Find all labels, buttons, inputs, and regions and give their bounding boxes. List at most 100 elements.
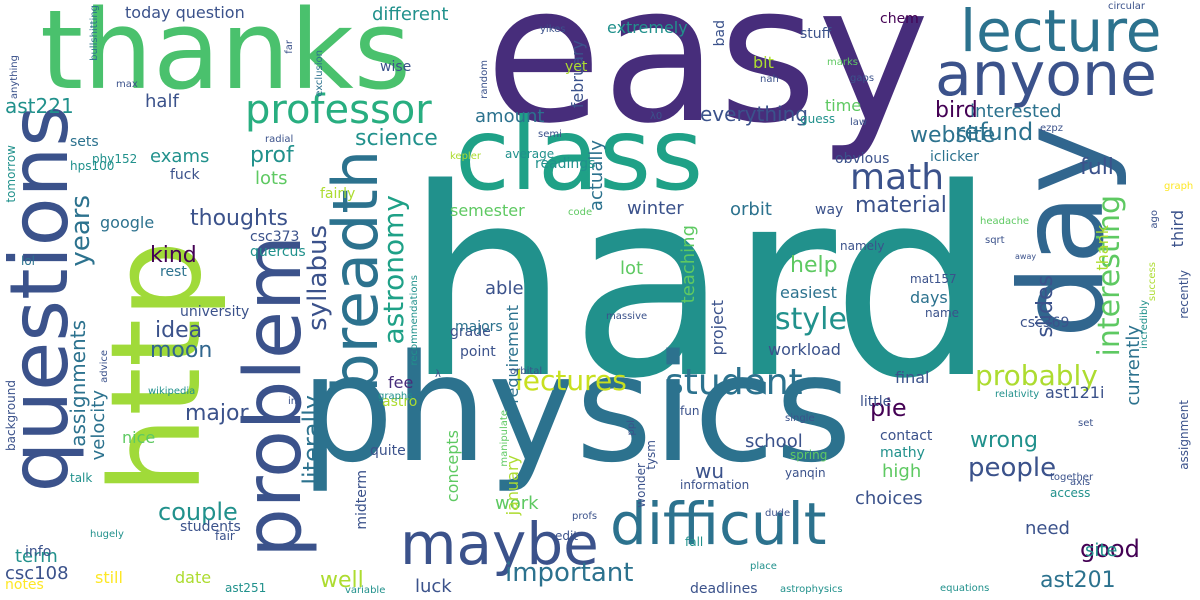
word-60: semester bbox=[450, 201, 525, 220]
word-96: time bbox=[825, 96, 862, 115]
word-48: assignments bbox=[66, 320, 90, 447]
word-75: csc108 bbox=[5, 563, 69, 584]
word-164: graph bbox=[1164, 181, 1194, 192]
word-18: interesting bbox=[1092, 195, 1127, 357]
word-143: access bbox=[1050, 486, 1091, 500]
word-152: talk bbox=[70, 471, 93, 485]
word-57: exams bbox=[150, 146, 210, 167]
word-52: everything bbox=[700, 102, 808, 126]
word-181: recommendations bbox=[409, 275, 420, 366]
word-108: namely bbox=[840, 239, 885, 253]
word-171: profs bbox=[572, 511, 598, 522]
word-135: spring bbox=[790, 448, 828, 462]
word-173: place bbox=[750, 561, 777, 572]
word-41: literally bbox=[298, 395, 326, 485]
word-105: guess bbox=[800, 112, 836, 126]
word-83: wu bbox=[695, 459, 725, 483]
word-141: fall bbox=[685, 535, 704, 549]
word-47: pie bbox=[870, 394, 907, 422]
word-111: average bbox=[505, 147, 555, 161]
word-11: difficult bbox=[610, 490, 827, 558]
word-104: yet bbox=[565, 59, 588, 75]
word-127: tomorrow bbox=[4, 145, 18, 203]
word-79: date bbox=[175, 568, 212, 587]
word-161: marks bbox=[827, 57, 858, 68]
word-147: recently bbox=[1177, 270, 1191, 319]
word-42: well bbox=[320, 568, 364, 593]
word-185: kepler bbox=[450, 151, 481, 162]
word-174: together bbox=[1050, 472, 1094, 483]
word-65: lot bbox=[620, 258, 644, 279]
word-136: yanqin bbox=[785, 466, 826, 480]
word-172: dude bbox=[765, 508, 791, 519]
word-160: gaps bbox=[850, 73, 875, 84]
word-78: luck bbox=[415, 576, 452, 597]
word-88: thank bbox=[1093, 225, 1112, 271]
word-49: ast221 bbox=[5, 94, 74, 118]
word-8: lecture bbox=[960, 0, 1162, 65]
word-106: obvious bbox=[835, 151, 890, 167]
word-107: iclicker bbox=[930, 149, 980, 165]
word-168: ago bbox=[1149, 210, 1160, 229]
word-180: massive bbox=[606, 311, 648, 322]
word-12: maybe bbox=[400, 510, 599, 578]
word-5: class bbox=[455, 96, 704, 213]
word-101: stuff bbox=[800, 26, 832, 42]
word-93: midterm bbox=[354, 470, 370, 530]
word-31: couple bbox=[158, 498, 238, 526]
word-113: quercus bbox=[250, 244, 306, 260]
word-67: days bbox=[910, 288, 948, 307]
word-163: ezpz bbox=[1040, 123, 1063, 134]
word-149: background bbox=[4, 380, 18, 451]
word-194: nah bbox=[760, 74, 779, 85]
word-122: mat157 bbox=[910, 272, 957, 286]
word-100: extremely bbox=[607, 18, 688, 37]
word-46: site bbox=[1085, 540, 1118, 561]
word-17: refund bbox=[955, 118, 1034, 146]
word-21: lectures bbox=[515, 364, 627, 397]
word-70: school bbox=[745, 431, 803, 452]
word-58: lots bbox=[255, 168, 288, 189]
word-1: physics bbox=[300, 323, 853, 495]
word-157: astrophysics bbox=[780, 584, 843, 595]
word-37: prof bbox=[250, 143, 294, 168]
word-81: concepts bbox=[443, 430, 462, 503]
word-166: headache bbox=[980, 216, 1030, 227]
word-186: radial bbox=[265, 134, 294, 145]
word-71: velocity bbox=[88, 390, 109, 461]
word-109: way bbox=[815, 202, 844, 218]
word-126: sets bbox=[70, 134, 99, 150]
word-123: hps100 bbox=[70, 159, 115, 173]
word-97: bit bbox=[753, 53, 774, 72]
word-40: kind bbox=[150, 243, 197, 268]
word-193: yikes bbox=[540, 24, 566, 35]
word-112: fairly bbox=[320, 186, 356, 202]
word-128: lol bbox=[21, 254, 36, 268]
word-69: final bbox=[895, 368, 930, 387]
word-14: professor bbox=[245, 87, 432, 133]
word-118: majors bbox=[455, 319, 503, 335]
word-155: ast251 bbox=[225, 581, 267, 595]
word-28: website bbox=[910, 123, 996, 148]
word-86: need bbox=[1025, 518, 1070, 539]
word-144: single bbox=[785, 413, 815, 424]
word-92: astro bbox=[382, 394, 418, 410]
word-33: full bbox=[1080, 155, 1114, 180]
word-156: variable bbox=[345, 585, 386, 596]
word-103: wise bbox=[380, 59, 412, 75]
word-102: chem bbox=[880, 11, 919, 27]
word-176: set bbox=[1078, 418, 1094, 429]
word-153: fair bbox=[215, 529, 235, 543]
word-110: readings bbox=[535, 156, 596, 172]
word-62: orbit bbox=[730, 199, 772, 220]
word-53: interested bbox=[970, 101, 1062, 122]
word-188: far bbox=[284, 40, 295, 54]
word-59: google bbox=[100, 213, 155, 232]
word-162: law bbox=[850, 117, 868, 128]
word-134: mathy bbox=[880, 445, 925, 461]
word-182: ppl bbox=[626, 420, 637, 436]
word-151: wikipedia bbox=[148, 386, 196, 397]
word-89: third bbox=[1168, 210, 1187, 248]
word-25: astronomy bbox=[377, 195, 410, 345]
